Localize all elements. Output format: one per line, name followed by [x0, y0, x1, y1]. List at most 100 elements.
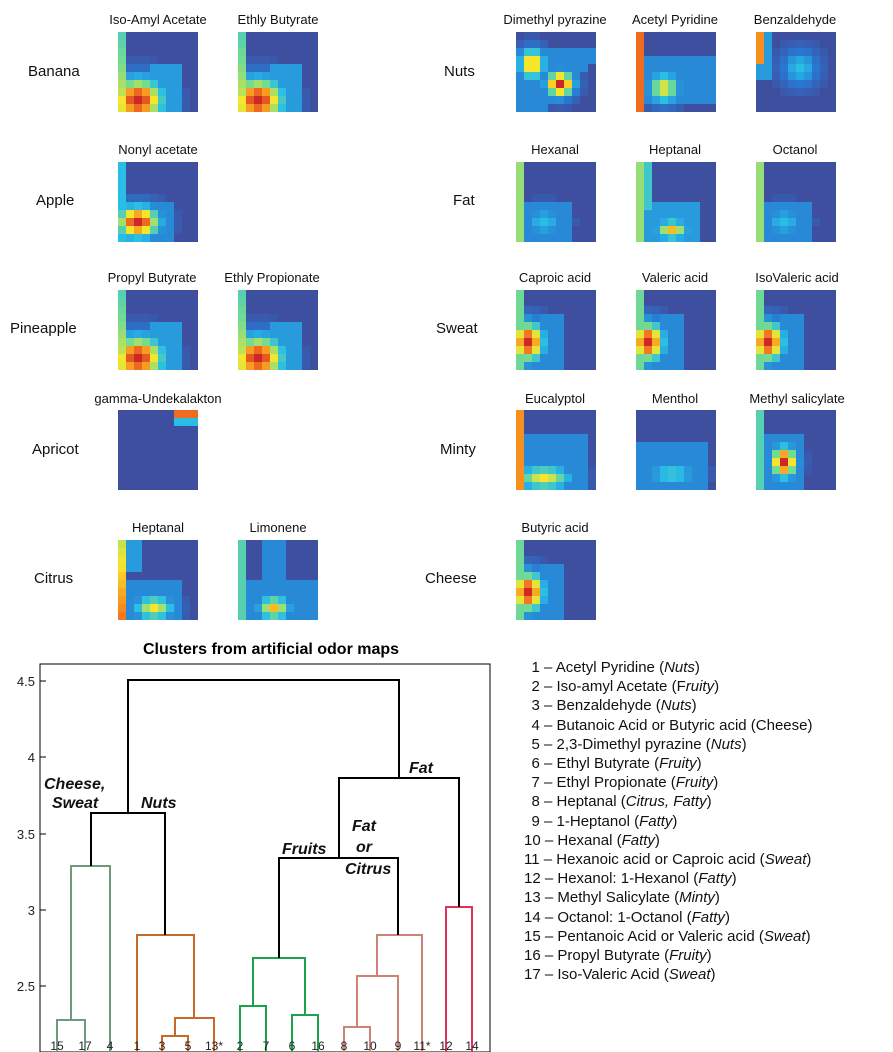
legend-item: 13 – Methyl Salicylate (Minty) [524, 888, 812, 907]
odor-map [238, 290, 318, 370]
leaf-label: 13* [205, 1039, 223, 1052]
legend-item: 10 – Hexanal (Fatty) [524, 831, 812, 850]
annotation-fat: Fat [352, 818, 377, 835]
legend-item: 17 – Iso-Valeric Acid (Sweat) [524, 965, 812, 984]
dendrogram: Clusters from artificial odor maps 4.5 4… [0, 630, 520, 1052]
map-title: Dimethyl pyrazine [503, 12, 606, 27]
y-tick-label: 4.5 [17, 674, 35, 689]
annotation-sweat: Sweat [52, 795, 99, 812]
map-title: Acetyl Pyridine [632, 12, 718, 27]
leaf-label: 1 [134, 1039, 141, 1052]
y-tick-label: 4 [28, 750, 35, 765]
map-title: Valeric acid [642, 270, 708, 285]
leaf-label: 10 [363, 1039, 377, 1052]
map-title: Heptanal [649, 142, 701, 157]
odor-map [756, 162, 836, 242]
annotation-nuts: Nuts [141, 795, 177, 812]
leaf-label: 17 [78, 1039, 92, 1052]
link-nuts [137, 935, 194, 1052]
map-title: Benzaldehyde [754, 12, 836, 27]
legend-item: 15 – Pentanoic Acid or Valeric acid (Swe… [524, 927, 812, 946]
legend-item: 8 – Heptanal (Citrus, Fatty) [524, 792, 812, 811]
map-title: Heptanal [132, 520, 184, 535]
odor-map [118, 32, 198, 112]
map-title: Ethly Butyrate [238, 12, 319, 27]
annotation-fat-top: Fat [409, 760, 434, 777]
link-cheese-nuts [91, 813, 165, 935]
odor-map [118, 162, 198, 242]
annotation-citrus: Citrus [345, 861, 391, 878]
row-label-citrus: Citrus [34, 570, 73, 587]
leaf-label: 15 [50, 1039, 64, 1052]
map-title: Limonene [249, 520, 306, 535]
odor-map [636, 162, 716, 242]
map-title: IsoValeric acid [755, 270, 839, 285]
leaf-labels: 1517413513*27616810911*1214 [50, 1039, 479, 1052]
odor-map [238, 540, 318, 620]
legend-item: 16 – Propyl Butyrate (Fruity) [524, 946, 812, 965]
odor-map [516, 162, 596, 242]
leaf-label: 14 [465, 1039, 479, 1052]
row-label-cheese: Cheese [425, 570, 477, 587]
row-label-banana: Banana [28, 63, 80, 80]
annotation-fruits: Fruits [282, 841, 327, 858]
legend-item: 7 – Ethyl Propionate (Fruity) [524, 773, 812, 792]
link-root [128, 680, 399, 813]
map-title: Caproic acid [519, 270, 591, 285]
leaf-label: 16 [311, 1039, 325, 1052]
map-title: Iso-Amyl Acetate [109, 12, 207, 27]
odor-map [118, 540, 198, 620]
legend-item: 4 – Butanoic Acid or Butyric acid (Chees… [524, 716, 812, 735]
map-title: Octanol [773, 142, 818, 157]
odor-map [118, 410, 198, 490]
legend-item: 12 – Hexanol: 1-Hexanol (Fatty) [524, 869, 812, 888]
map-title: Propyl Butyrate [108, 270, 197, 285]
leaf-label: 12 [439, 1039, 453, 1052]
link-12-14 [446, 907, 472, 1052]
leaf-label: 5 [185, 1039, 192, 1052]
map-title: Butyric acid [521, 520, 588, 535]
leaf-label: 6 [289, 1039, 296, 1052]
map-title: Nonyl acetate [118, 142, 198, 157]
leaf-label: 9 [395, 1039, 402, 1052]
legend-item: 14 – Octanol: 1-Octanol (Fatty) [524, 908, 812, 927]
annotation-or: or [356, 839, 373, 856]
map-title: Menthol [652, 391, 698, 406]
legend-item: 5 – 2,3-Dimethyl pyrazine (Nuts) [524, 735, 812, 754]
leaf-label: 11* [413, 1039, 430, 1052]
map-title: Methyl salicylate [749, 391, 844, 406]
leaf-label: 4 [107, 1039, 114, 1052]
legend-item: 3 – Benzaldehyde (Nuts) [524, 696, 812, 715]
map-title: Eucalyptol [525, 391, 585, 406]
odor-map [118, 290, 198, 370]
odor-map [516, 290, 596, 370]
odor-map [636, 290, 716, 370]
odor-map [636, 32, 716, 112]
odor-map [756, 410, 836, 490]
odor-map [756, 290, 836, 370]
map-title: Ethly Propionate [224, 270, 319, 285]
annotation-cheese: Cheese, [44, 776, 105, 793]
legend-item: 6 – Ethyl Butyrate (Fruity) [524, 754, 812, 773]
map-title: gamma-Undekalakton [94, 391, 221, 406]
legend-item: 9 – 1-Heptanol (Fatty) [524, 812, 812, 831]
link-cheese-sweat [71, 866, 110, 1052]
leaf-label: 8 [341, 1039, 348, 1052]
legend-item: 1 – Acetyl Pyridine (Nuts) [524, 658, 812, 677]
y-axis: 4.5 4 3.5 3 2.5 [17, 674, 46, 994]
dendrogram-title: Clusters from artificial odor maps [143, 641, 399, 658]
odor-map [238, 32, 318, 112]
legend-item: 2 – Iso-amyl Acetate (Fruity) [524, 677, 812, 696]
leaf-label: 7 [263, 1039, 270, 1052]
row-label-fat: Fat [453, 192, 475, 209]
map-title: Hexanal [531, 142, 579, 157]
y-tick-label: 2.5 [17, 979, 35, 994]
odor-map [756, 32, 836, 112]
row-label-apricot: Apricot [32, 441, 79, 458]
odor-map [516, 540, 596, 620]
leaf-label: 3 [159, 1039, 166, 1052]
link-fat-citrus [377, 935, 422, 1052]
odor-map [516, 410, 596, 490]
odor-map [516, 32, 596, 112]
y-tick-label: 3 [28, 903, 35, 918]
